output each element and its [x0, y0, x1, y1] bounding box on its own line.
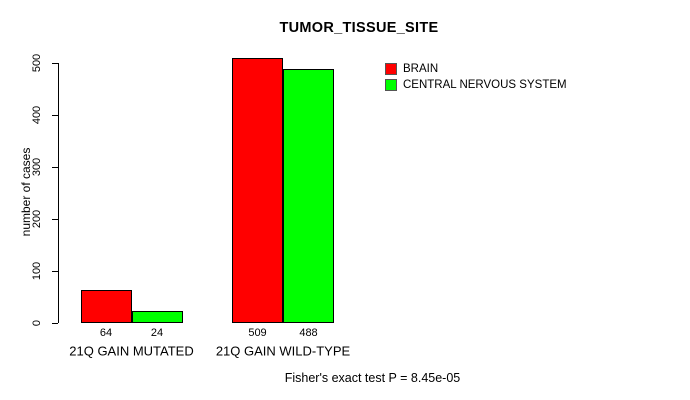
category-label: 21Q GAIN WILD-TYPE	[215, 343, 351, 359]
bar-value-label: 64	[99, 327, 113, 339]
legend-label-brain: BRAIN	[403, 63, 439, 75]
caption-pvalue: Fisher's exact test P = 8.45e-05	[284, 371, 461, 385]
y-tick-label: 500	[31, 53, 43, 73]
bar-value-label: 509	[248, 327, 267, 339]
y-tick-label: 200	[31, 209, 43, 229]
bar-central-nervous-system	[283, 69, 334, 323]
y-tick-mark	[52, 218, 58, 220]
category-label: 21Q GAIN MUTATED	[69, 343, 194, 359]
y-tick-label: 100	[31, 261, 43, 281]
plot-area: 0 100 200 300 400 500 64 24 21Q GAIN MUTATED 509…	[31, 54, 659, 359]
chart-title: TUMOR_TISSUE_SITE	[279, 20, 439, 36]
y-tick-mark	[52, 270, 58, 272]
bar-central-nervous-system	[131, 310, 183, 323]
y-tick-label: 0	[31, 319, 43, 327]
bar-value-label: 24	[150, 327, 164, 339]
legend-item-cns: CENTRAL NERVOUS SYSTEM	[385, 77, 567, 93]
y-tick-label: 400	[31, 105, 43, 125]
legend-swatch-cns	[385, 79, 397, 91]
y-tick-mark	[52, 322, 58, 324]
legend-item-brain: BRAIN	[385, 61, 567, 77]
bar-brain	[232, 58, 283, 323]
legend-label-cns: CENTRAL NERVOUS SYSTEM	[403, 79, 567, 91]
y-tick-mark	[52, 166, 58, 168]
y-axis-line	[58, 63, 59, 323]
y-tick-mark	[52, 62, 58, 64]
legend: BRAIN CENTRAL NERVOUS SYSTEM	[385, 61, 567, 93]
legend-swatch-brain	[385, 63, 397, 75]
bar-value-label: 488	[299, 327, 318, 339]
y-tick-label: 300	[31, 157, 43, 177]
bar-brain	[80, 289, 132, 323]
y-tick-mark	[52, 114, 58, 116]
